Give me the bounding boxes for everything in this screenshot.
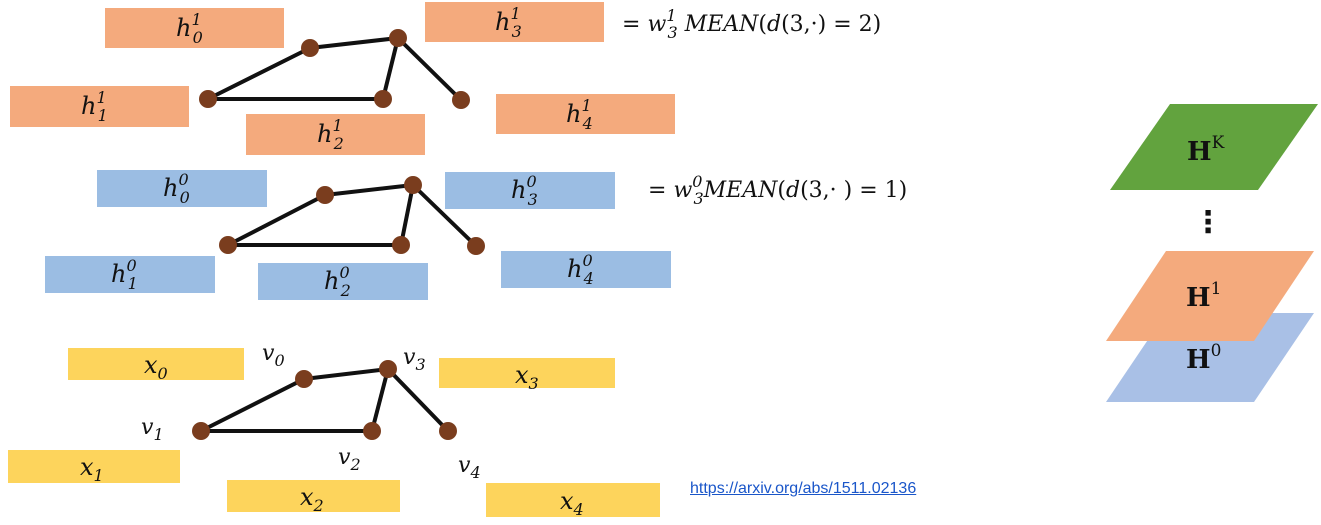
vertex-label-3: v3 xyxy=(403,345,426,374)
layer0-equation: = w0 3MEAN(d(3,· ) = 1) xyxy=(648,172,907,208)
layer1-node-1 xyxy=(199,90,217,108)
layer0-edge-2-3 xyxy=(399,183,415,247)
layer0-box-3 xyxy=(445,172,615,209)
layer1-edge-0-1 xyxy=(206,46,312,101)
stack-label-k: HK xyxy=(1187,133,1225,167)
vertex-label-1: v1 xyxy=(141,415,164,444)
input-node-3 xyxy=(379,360,397,378)
input-edge-2-3 xyxy=(370,367,390,433)
layer1-node-2 xyxy=(374,90,392,108)
input-edge-0-1 xyxy=(199,377,306,433)
stack-layer-1 xyxy=(1106,251,1314,341)
layer1-node-4 xyxy=(452,91,470,109)
input-label-2: x2 xyxy=(300,483,324,515)
layer1-box-4 xyxy=(496,94,675,134)
layer0-label-0: h0 0 xyxy=(163,170,190,207)
input-label-0: x0 xyxy=(144,351,168,383)
layer1-label-2: h1 2 xyxy=(317,116,344,153)
input-edge-3-4 xyxy=(386,367,450,433)
layer0-edge-0-1 xyxy=(226,193,327,247)
vertex-label-4: v4 xyxy=(458,453,481,482)
input-label-1: x1 xyxy=(80,453,104,485)
layer1-box-3 xyxy=(425,2,604,42)
input-box-0 xyxy=(68,348,244,380)
layer1-box-1 xyxy=(10,86,189,127)
layer1-equation: = w1 3 MEAN(d(3,·) = 2) xyxy=(622,6,881,42)
layer0-node-4 xyxy=(467,237,485,255)
input-node-1 xyxy=(192,422,210,440)
layer1-label-0: h1 0 xyxy=(176,10,203,47)
layer1-node-0 xyxy=(301,39,319,57)
stack-label-0: H0 xyxy=(1186,341,1221,375)
layer1-label-3: h1 3 xyxy=(495,4,522,41)
layer0-box-0 xyxy=(97,170,267,207)
layer1-edge-0-3 xyxy=(308,36,400,50)
layer1-box-0 xyxy=(105,8,284,48)
layer0-box-4 xyxy=(501,251,671,288)
layer0-node-1 xyxy=(219,236,237,254)
layer0-box-2 xyxy=(258,263,428,300)
layer0-label-1: h0 1 xyxy=(111,256,138,293)
stack-label-1: H1 xyxy=(1186,279,1221,313)
layer1-node-3 xyxy=(389,29,407,47)
layer-stack: HK ⋮ H1 H0 xyxy=(1106,104,1318,402)
layer0-group: h0 0 h0 1 h0 2 h0 3 h0 4 = w0 3MEAN(d(3,· ) = … xyxy=(45,170,907,300)
layer0-label-3: h0 3 xyxy=(511,172,538,209)
input-node-2 xyxy=(363,422,381,440)
vertex-label-2: v2 xyxy=(338,445,361,474)
input-box-3 xyxy=(439,358,615,388)
input-box-2 xyxy=(227,480,400,512)
input-node-4 xyxy=(439,422,457,440)
input-group: x0 x1 x2 x3 x4 v0 v1 v2 v3 v4 xyxy=(8,341,660,519)
input-node-0 xyxy=(295,370,313,388)
layer0-edge-3-4 xyxy=(411,183,478,248)
input-label-4: x4 xyxy=(560,487,584,519)
input-box-1 xyxy=(8,450,180,483)
stack-layer-k xyxy=(1110,104,1318,190)
layer1-edge-2-3 xyxy=(381,36,400,101)
layer1-box-2 xyxy=(246,114,425,155)
vertex-label-0: v0 xyxy=(262,341,285,370)
source-link[interactable]: https://arxiv.org/abs/1511.02136 xyxy=(690,480,917,497)
layer0-label-4: h0 4 xyxy=(567,251,594,288)
input-edge-0-3 xyxy=(302,367,390,381)
layer0-node-3 xyxy=(404,176,422,194)
stack-dots: ⋮ xyxy=(1193,205,1223,240)
layer1-label-1: h1 1 xyxy=(81,88,108,125)
input-label-3: x3 xyxy=(515,361,539,393)
layer0-edge-0-3 xyxy=(323,183,415,197)
layer1-edge-3-4 xyxy=(396,36,463,102)
layer0-label-2: h0 2 xyxy=(324,263,351,300)
layer0-node-0 xyxy=(316,186,334,204)
layer0-node-2 xyxy=(392,236,410,254)
layer1-group: h1 0 h1 1 h1 2 h1 3 h1 4 = w1 3 MEAN(d(3,·) = … xyxy=(10,2,881,155)
layer0-box-1 xyxy=(45,256,215,293)
layer1-label-4: h1 4 xyxy=(566,96,593,133)
input-box-4 xyxy=(486,483,660,517)
